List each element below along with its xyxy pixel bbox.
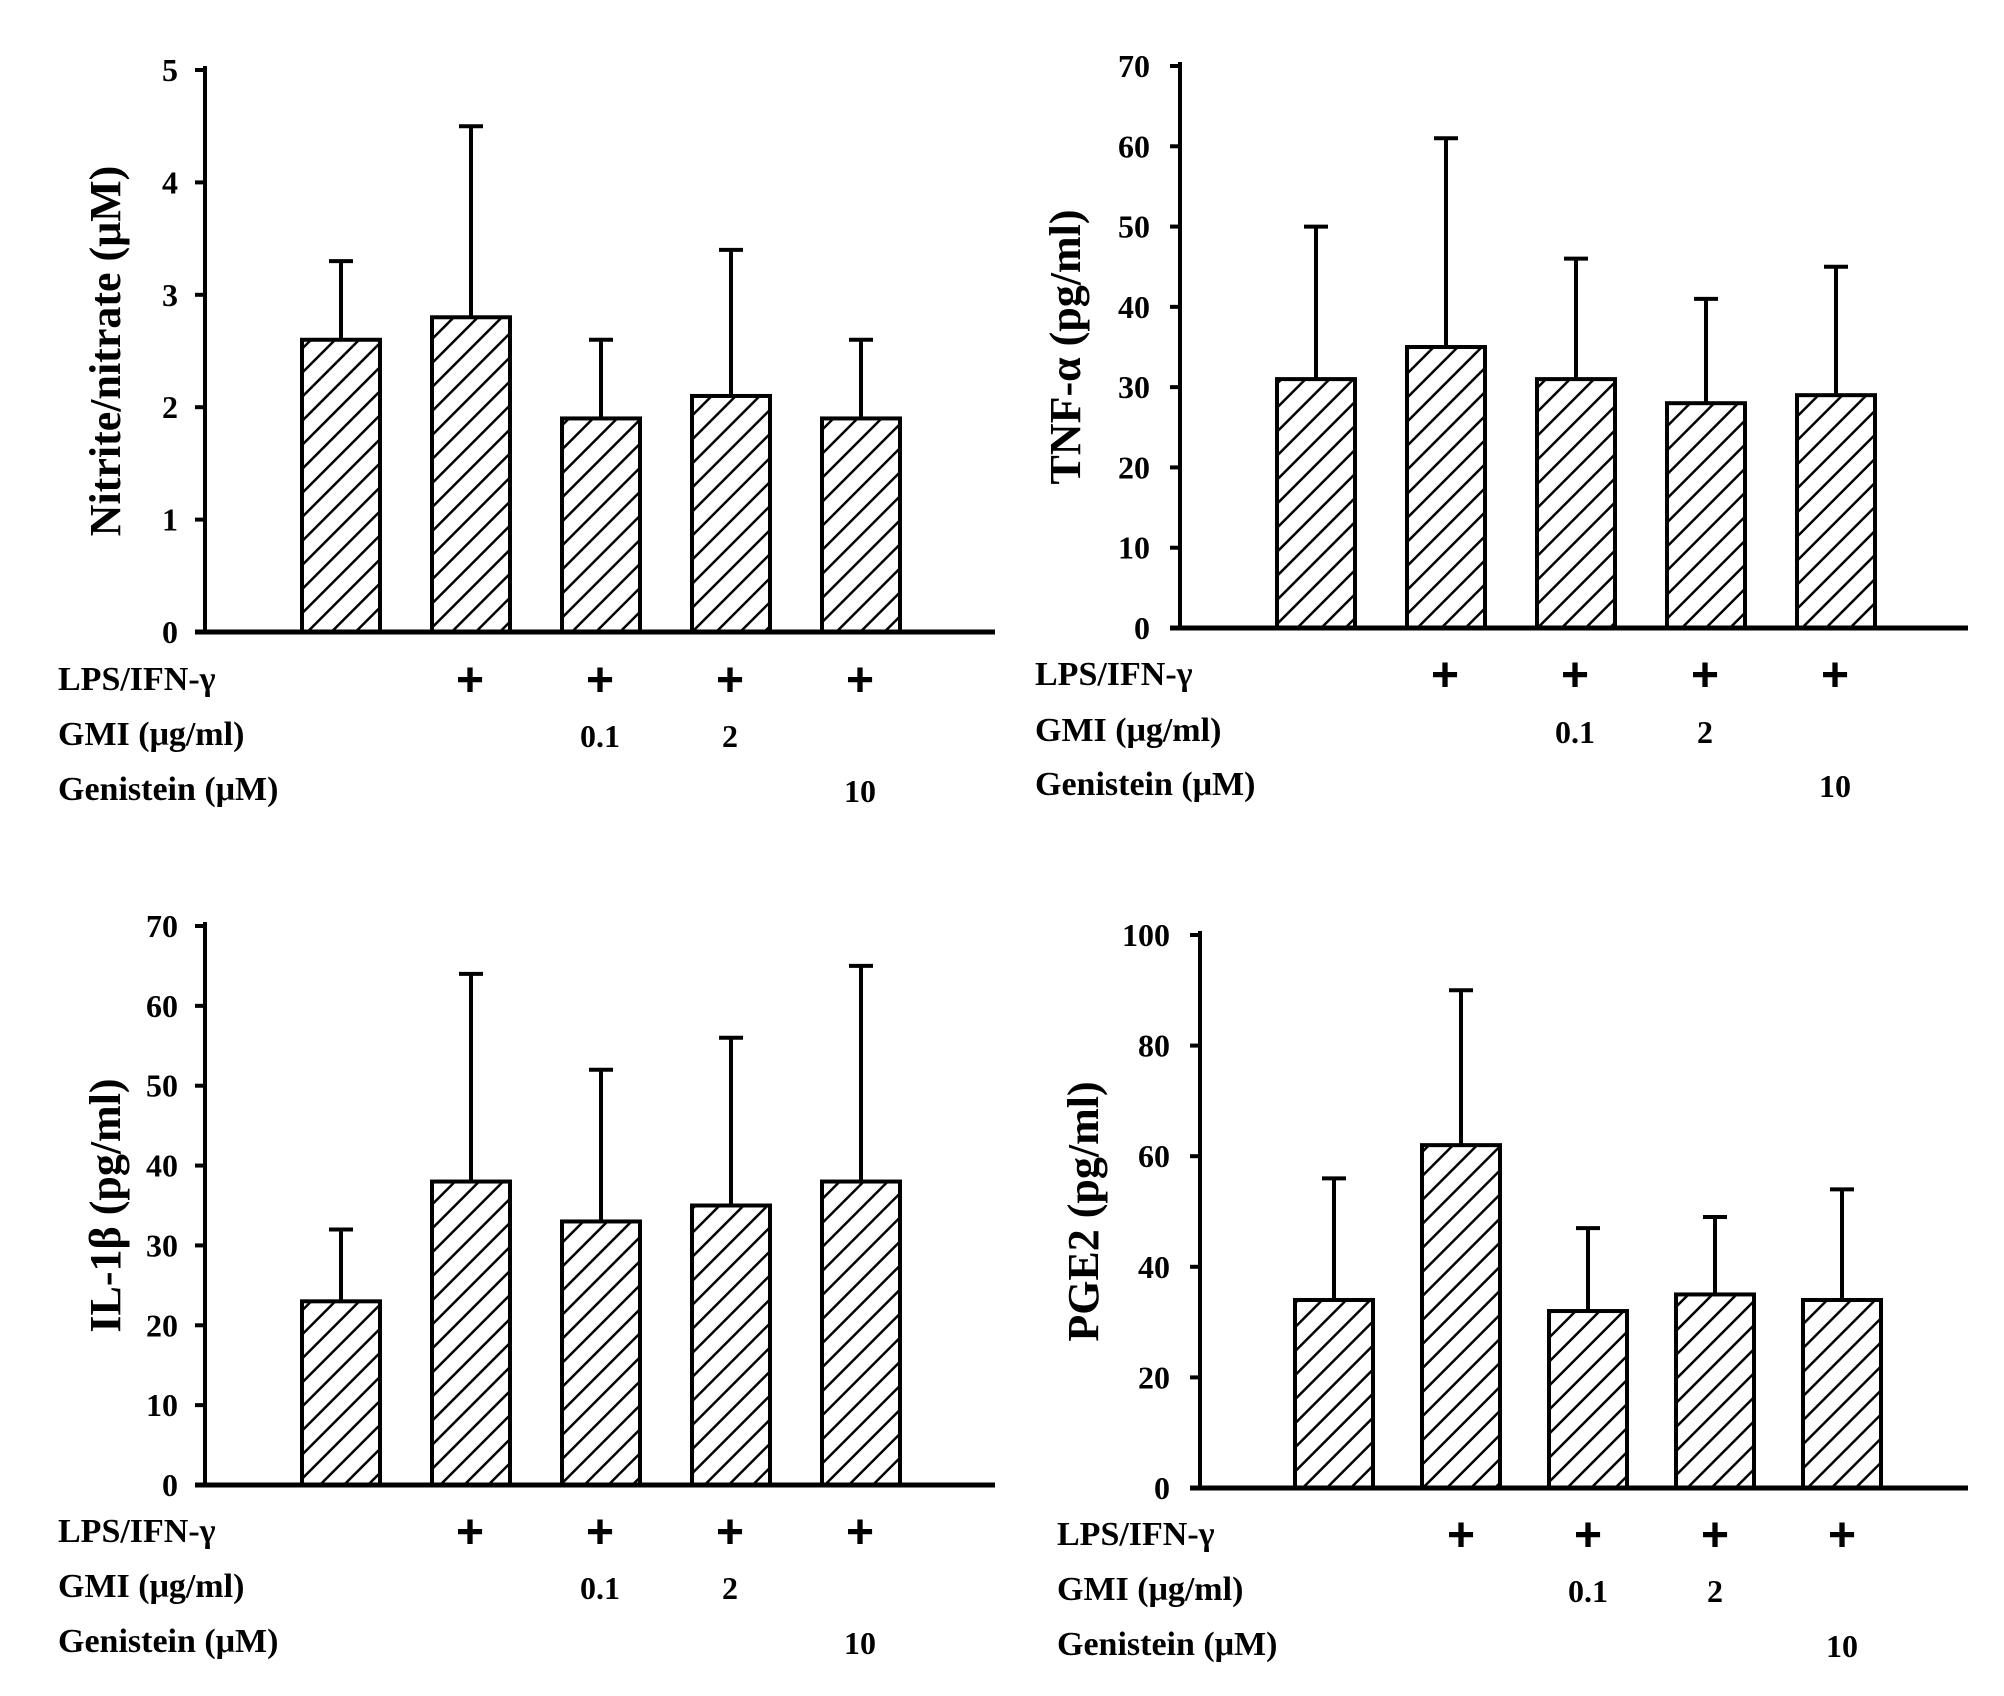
bar (1420, 1143, 1502, 1490)
y-tick-label: 3 (162, 277, 178, 313)
bar (560, 1219, 642, 1487)
condition-label: LPS/IFN-γ (1035, 656, 1193, 693)
y-tick-label: 30 (1118, 369, 1150, 405)
condition-value: 10 (1826, 1628, 1858, 1664)
condition-value: 2 (1697, 714, 1713, 750)
condition-value: 0.1 (1568, 1573, 1608, 1609)
condition-value: 10 (844, 773, 876, 809)
condition-value: 0.1 (580, 718, 620, 754)
bar (560, 416, 642, 634)
y-tick-label: 20 (1118, 449, 1150, 485)
plus-marker: + (456, 654, 484, 707)
condition-label: LPS/IFN-γ (58, 1513, 216, 1550)
plus-marker: + (586, 1506, 614, 1559)
chart-panel-4: 0 20 40 60 80 100 PGE2 (pg/ml) LPS/IFN-γ + + + + GMI… (1057, 917, 1968, 1664)
condition-value: 0.1 (1555, 714, 1595, 750)
bar (820, 416, 902, 634)
bar (1795, 393, 1877, 630)
plus-marker: + (1561, 649, 1589, 702)
bar (690, 393, 772, 634)
y-tick-label: 40 (146, 1148, 178, 1184)
condition-label: LPS/IFN-γ (58, 661, 216, 698)
bar (430, 1179, 512, 1487)
y-tick-label: 80 (1138, 1028, 1170, 1064)
condition-label: GMI (μg/ml) (58, 716, 244, 753)
plus-marker: + (456, 1506, 484, 1559)
y-tick-label: 60 (1138, 1138, 1170, 1174)
bar (1535, 377, 1617, 630)
condition-value: 10 (844, 1625, 876, 1661)
bar (1293, 1297, 1375, 1490)
plus-marker: + (1691, 649, 1719, 702)
condition-label: GMI (μg/ml) (1035, 712, 1221, 749)
y-tick-label: 40 (1138, 1249, 1170, 1285)
y-tick-label: 0 (1154, 1470, 1170, 1506)
bar (1547, 1309, 1629, 1491)
y-tick-label: 70 (146, 908, 178, 944)
condition-label: LPS/IFN-γ (1057, 1516, 1215, 1553)
y-tick-label: 30 (146, 1227, 178, 1263)
condition-value: 2 (722, 1570, 738, 1606)
y-tick-label: 50 (1118, 209, 1150, 245)
chart-panel-1: 0 1 2 3 4 5 Nitrite/nitrate (μM) LPS/IFN-γ + + + + G… (58, 52, 995, 809)
plus-marker: + (1821, 649, 1849, 702)
condition-value: 2 (722, 718, 738, 754)
y-axis-title: TNF-α (pg/ml) (1041, 209, 1090, 484)
plus-marker: + (1431, 649, 1459, 702)
bar (430, 315, 512, 634)
condition-label: Genistein (μM) (58, 1623, 278, 1660)
y-axis-title: Nitrite/nitrate (μM) (81, 166, 130, 537)
y-tick-label: 5 (162, 52, 178, 88)
condition-label: GMI (μg/ml) (58, 1568, 244, 1605)
plus-marker: + (716, 654, 744, 707)
condition-value: 0.1 (580, 1570, 620, 1606)
y-axis-title: PGE2 (pg/ml) (1059, 1081, 1108, 1341)
y-tick-label: 0 (162, 1467, 178, 1503)
y-tick-label: 10 (1118, 530, 1150, 566)
bar (690, 1203, 772, 1487)
bar (820, 1179, 902, 1487)
bar (1665, 401, 1747, 631)
y-tick-label: 60 (1118, 128, 1150, 164)
condition-label: Genistein (μM) (1035, 766, 1255, 803)
condition-label: Genistein (μM) (1057, 1626, 1277, 1663)
y-tick-label: 0 (162, 614, 178, 650)
condition-value: 10 (1819, 768, 1851, 804)
condition-label: GMI (μg/ml) (1057, 1571, 1243, 1608)
plus-marker: + (716, 1506, 744, 1559)
bar (1801, 1297, 1883, 1490)
bar (1275, 377, 1357, 630)
plus-marker: + (1574, 1509, 1602, 1562)
bar (300, 1299, 382, 1488)
y-tick-label: 20 (146, 1307, 178, 1343)
y-axis-title: IL-1β (pg/ml) (81, 1078, 130, 1332)
y-tick-label: 1 (162, 502, 178, 538)
condition-label: Genistein (μM) (58, 771, 278, 808)
chart-panel-2: 0 10 20 30 40 50 60 70 TNF-α (pg/ml) LPS/IFN-γ + + +… (1035, 48, 1968, 804)
chart-panel-3: 0 10 20 30 40 50 60 70 IL-1β (pg/ml) LPS/IFN-γ + + +… (58, 908, 995, 1661)
y-tick-label: 100 (1122, 917, 1170, 953)
condition-value: 2 (1707, 1573, 1723, 1609)
y-tick-label: 60 (146, 988, 178, 1024)
plus-marker: + (586, 654, 614, 707)
y-tick-label: 0 (1134, 610, 1150, 646)
plus-marker: + (1447, 1509, 1475, 1562)
plus-marker: + (1701, 1509, 1729, 1562)
bar (300, 337, 382, 634)
bar (1674, 1292, 1756, 1490)
bar (1405, 345, 1487, 630)
plus-marker: + (846, 654, 874, 707)
y-tick-label: 10 (146, 1387, 178, 1423)
y-tick-label: 50 (146, 1068, 178, 1104)
y-tick-label: 40 (1118, 289, 1150, 325)
y-tick-label: 2 (162, 389, 178, 425)
y-tick-label: 70 (1118, 48, 1150, 84)
y-tick-label: 20 (1138, 1359, 1170, 1395)
plus-marker: + (846, 1506, 874, 1559)
y-tick-label: 4 (162, 164, 178, 200)
plus-marker: + (1828, 1509, 1856, 1562)
